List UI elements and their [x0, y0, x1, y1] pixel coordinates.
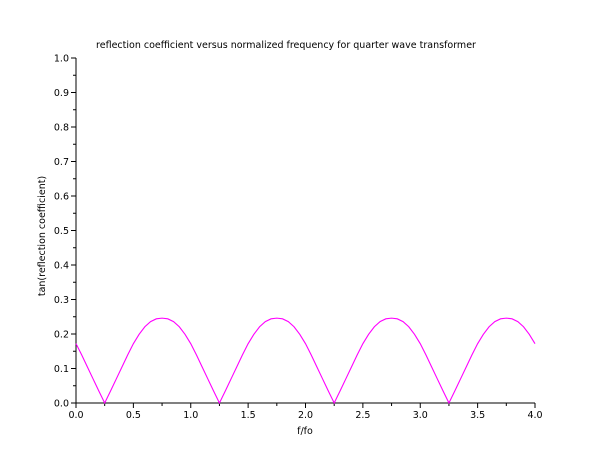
y-tick-label: 0.1 — [54, 364, 69, 375]
y-tick-label: 0.8 — [54, 123, 69, 134]
x-tick-label: 2.5 — [355, 410, 370, 421]
plot-area: 0.0 0.1 0.2 0.3 0.4 0.5 0.6 0.7 0.8 0.9 1.0 0.0 0.5… — [54, 54, 543, 422]
y-tick-label: 0.7 — [54, 157, 69, 168]
x-tick-label: 1.0 — [183, 410, 198, 421]
chart-title: reflection coefficient versus normalized… — [96, 40, 476, 51]
x-tick-label: 3.0 — [413, 410, 428, 421]
series-line — [75, 317, 536, 405]
x-tick-label: 4.0 — [527, 410, 542, 421]
y-ticks: 0.0 0.1 0.2 0.3 0.4 0.5 0.6 0.7 0.8 0.9 1.0 — [54, 54, 76, 410]
y-tick-label: 0.6 — [54, 192, 69, 203]
y-tick-label: 0.0 — [54, 399, 69, 410]
y-tick-label: 0.5 — [54, 226, 69, 237]
x-tick-label: 0.5 — [126, 410, 141, 421]
x-ticks: 0.0 0.5 1.0 1.5 2.0 2.5 3.0 3.5 4.0 — [68, 403, 543, 421]
y-tick-label: 0.2 — [54, 330, 69, 341]
series-layer — [75, 317, 536, 405]
x-tick-label: 0.0 — [68, 410, 83, 421]
y-axis-label: tan(reflection coefficient) — [37, 176, 48, 296]
y-tick-label: 0.3 — [54, 295, 69, 306]
y-tick-label: 0.9 — [54, 88, 69, 99]
x-tick-label: 3.5 — [470, 410, 485, 421]
x-tick-label: 1.5 — [241, 410, 256, 421]
y-tick-label: 0.4 — [54, 261, 69, 272]
x-axis-label: f/fo — [297, 426, 313, 437]
x-tick-label: 2.0 — [298, 410, 313, 421]
y-tick-label: 1.0 — [54, 54, 69, 65]
